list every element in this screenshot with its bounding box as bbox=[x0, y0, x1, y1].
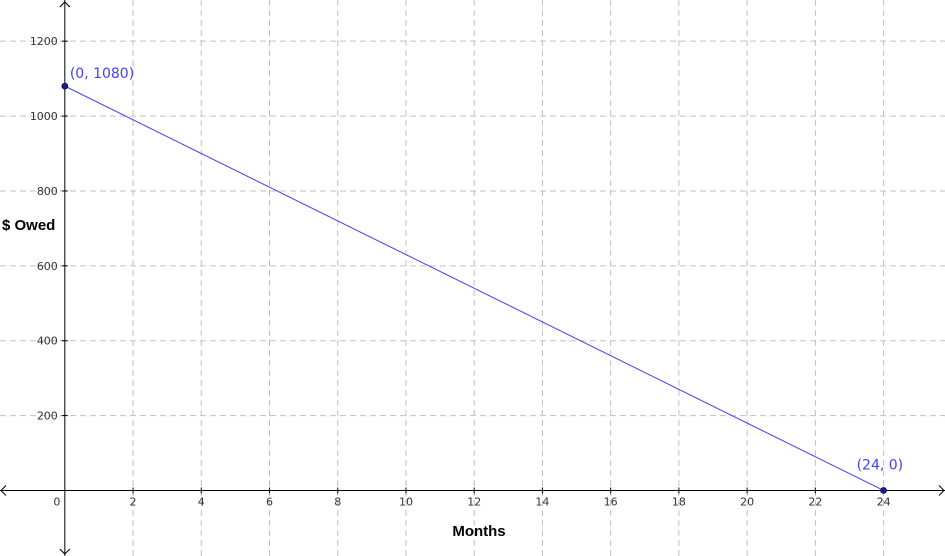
x-tick-label: 22 bbox=[808, 495, 822, 508]
y-axis-arrow-down-icon bbox=[59, 548, 71, 555]
x-tick-label: 10 bbox=[399, 495, 413, 508]
y-tick-label: 1000 bbox=[30, 110, 58, 123]
x-tick-label: 2 bbox=[130, 495, 137, 508]
x-tick-label: 24 bbox=[877, 495, 891, 508]
y-tick-label: 800 bbox=[37, 185, 58, 198]
x-tick-label: 20 bbox=[740, 495, 754, 508]
data-point bbox=[880, 487, 887, 494]
series-line bbox=[64, 85, 884, 491]
series bbox=[64, 85, 884, 491]
x-tick-label: 6 bbox=[266, 495, 273, 508]
x-tick-label: 18 bbox=[672, 495, 686, 508]
data-point bbox=[61, 82, 69, 90]
x-axis-arrow-left-icon bbox=[0, 485, 7, 496]
data-points: (0, 1080) (24, 0) bbox=[61, 66, 904, 494]
x-tick-label: 8 bbox=[334, 495, 341, 508]
y-tick-label: 400 bbox=[37, 335, 58, 348]
x-tick-label: 12 bbox=[467, 495, 481, 508]
x-tick-label: 14 bbox=[535, 495, 549, 508]
y-tick-label: 1200 bbox=[30, 35, 58, 48]
x-tick-label: 4 bbox=[198, 495, 205, 508]
y-axis-label: $ Owed bbox=[2, 217, 55, 234]
x-tick-label: 0 bbox=[53, 495, 60, 508]
data-point-label: (24, 0) bbox=[857, 457, 904, 473]
y-tick-label: 200 bbox=[37, 410, 58, 423]
x-axis-label: Months bbox=[452, 523, 505, 540]
tick-labels: 0 2 4 6 8 10 12 14 16 18 20 22 242004006008001000120… bbox=[30, 35, 891, 508]
data-point-label: (0, 1080) bbox=[70, 66, 134, 82]
x-tick-label: 16 bbox=[604, 495, 618, 508]
x-axis-arrow-right-icon bbox=[938, 485, 945, 496]
y-tick-label: 600 bbox=[37, 260, 58, 273]
y-axis-arrow-up-icon bbox=[59, 1, 71, 8]
